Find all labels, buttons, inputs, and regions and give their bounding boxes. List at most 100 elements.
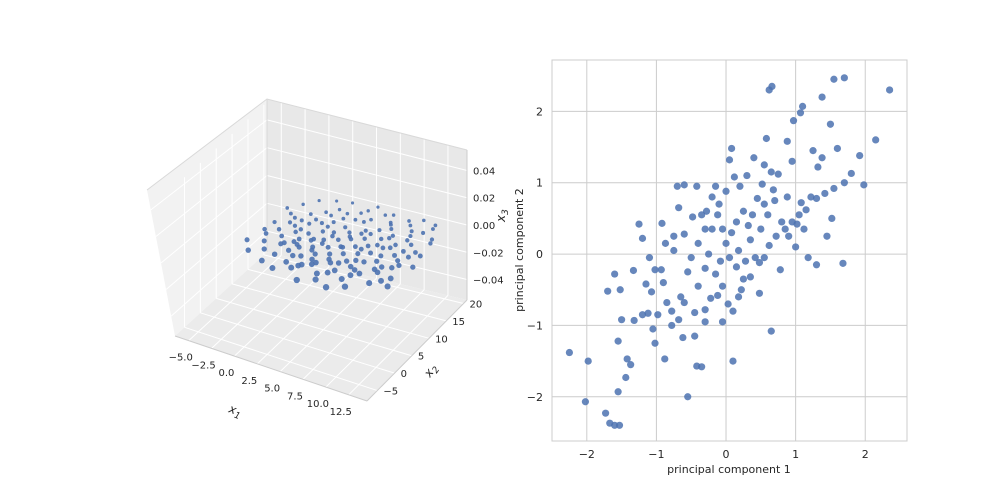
pca-scatter-point <box>711 182 720 190</box>
pca-scatter-point <box>765 241 773 250</box>
pca-scatter-point <box>642 280 650 288</box>
3d-scatter-point <box>293 229 298 235</box>
pca-scatter-point <box>830 75 838 83</box>
pca-scatter-point <box>769 186 777 194</box>
pca-scatter-point <box>616 286 624 294</box>
3d-scatter-point <box>351 267 358 273</box>
pca-scatter-point <box>680 298 688 307</box>
pca-scatter-point <box>702 207 711 215</box>
pca-scatter-point <box>812 194 821 203</box>
pca-x-tick-label: 0 <box>723 448 730 461</box>
3d-scatter-point <box>288 264 295 271</box>
3d-scatter-point <box>347 230 352 235</box>
3d-z-axis-label: x3 <box>494 209 511 223</box>
3d-scatter-point <box>325 224 330 229</box>
pca-scatter-point <box>680 181 688 189</box>
3d-scatter-point <box>340 244 346 250</box>
3d-x-gridline <box>325 289 425 388</box>
pca-scatter-point <box>793 220 801 228</box>
3d-scatter-point <box>393 242 398 248</box>
3d-scatter-point <box>389 265 395 271</box>
pca-scatter-point <box>755 259 764 267</box>
3d-x-axis-label-subscript: 1 <box>233 411 242 422</box>
3d-scatter-point <box>384 283 391 290</box>
pca-x-tick-label: −2 <box>579 448 595 461</box>
pca-scatter-point <box>750 154 758 162</box>
3d-x-tick-label: 10.0 <box>307 399 329 410</box>
pca-scatter-point <box>767 327 775 335</box>
3d-scatter-point <box>335 260 342 266</box>
3d-x-tick-label: 12.5 <box>330 407 352 418</box>
pca-scatter-point <box>691 332 699 340</box>
3d-scatter-point <box>361 259 367 265</box>
3d-y-axis-label: x2 <box>420 361 442 382</box>
3d-scatter-point <box>261 238 267 244</box>
pca-scatter-point <box>614 337 622 345</box>
pca-scatter-point <box>739 207 748 215</box>
3d-x-tick-label: −2.5 <box>191 360 215 371</box>
pca-scatter-point <box>774 170 782 178</box>
3d-scatter-point <box>378 277 384 284</box>
pca-scatter-point <box>743 171 751 180</box>
pca-scatter-point <box>760 161 768 169</box>
3d-z-left-gridline <box>150 119 268 211</box>
3d-scatter-point <box>322 284 330 291</box>
3d-scatter-point <box>341 283 349 290</box>
3d-scatter-point <box>324 210 328 214</box>
3d-scatter-point <box>288 211 293 216</box>
pca-scatter-point <box>701 306 709 314</box>
3d-z-left-gridline <box>170 230 268 317</box>
3d-scatter-point <box>314 217 318 222</box>
pca-scatter-point <box>778 218 786 226</box>
3d-scatter-point <box>258 257 265 264</box>
pca-scatter-point <box>767 168 775 176</box>
pca-scatter-point <box>604 287 612 295</box>
pca-scatter-point <box>736 182 744 190</box>
pca-scatter-point <box>729 357 737 365</box>
3d-scatter-point <box>410 264 416 270</box>
3d-scatter-point <box>413 250 418 255</box>
pca-scatter-point <box>746 236 754 244</box>
pca-scatter-point <box>601 409 610 417</box>
3d-scatter-point <box>369 217 373 222</box>
3d-x-gridline <box>279 277 377 372</box>
3d-x-gridline <box>302 283 401 380</box>
3d-scatter-point <box>396 262 402 269</box>
3d-x-tick-label: 5.0 <box>264 384 280 395</box>
pca-scatter-point <box>684 393 692 401</box>
pca-x-axis-label: principal component 1 <box>667 463 791 476</box>
3d-scatter-point <box>307 221 312 226</box>
3d-scatter-point <box>299 218 304 223</box>
pca-scatter-point <box>691 308 699 317</box>
pca-scatter-point <box>762 134 770 143</box>
3d-scatter-point <box>263 231 269 236</box>
pca-scatter-point <box>737 286 745 294</box>
pca-scatter-point <box>741 257 750 265</box>
pca-scatter-point <box>830 184 838 193</box>
pca-scatter-point <box>661 355 669 363</box>
3d-z-tick-label: 0.00 <box>473 221 495 232</box>
pca-scatter-point <box>629 266 638 275</box>
3d-x-axis-label: x1 <box>225 401 244 422</box>
pca-scatter-point <box>840 74 848 82</box>
3d-scatter-point <box>343 225 348 230</box>
3d-scatter-point <box>309 256 315 263</box>
pca-scatter-point <box>727 229 736 237</box>
pca-scatter-point <box>708 193 716 201</box>
pca-y-tick-label: −1 <box>527 319 543 332</box>
3d-z-tick-label: −0.02 <box>473 248 504 259</box>
pca-scatter-point <box>802 206 810 214</box>
pca-scatter-point <box>798 102 807 110</box>
3d-scatter-point <box>308 212 313 217</box>
pca-scatter-point <box>673 182 681 190</box>
3d-z-left-gridline <box>165 202 268 290</box>
3d-scatter-point <box>405 238 410 243</box>
pca-scatter-point <box>781 225 789 233</box>
3d-scatter-point <box>401 248 406 254</box>
3d-scatter-point <box>355 251 361 257</box>
pca-x-tick-label: 2 <box>862 448 869 461</box>
3d-scatter-point <box>377 228 382 233</box>
pca-scatter-point <box>658 219 666 227</box>
pca-scatter-point <box>705 250 713 258</box>
3d-y-gridline <box>200 312 395 374</box>
